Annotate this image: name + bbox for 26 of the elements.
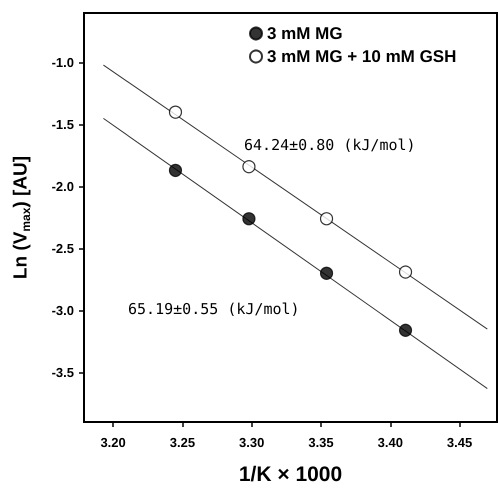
x-tick-label: 3.45 [446,435,472,450]
x-axis-title: 1/K × 1000 [238,463,342,486]
y-tick-label: -1.5 [52,117,74,132]
point [320,212,334,226]
y-tick-label: -2.5 [52,240,74,256]
annotation: 65.19±0.55 (kJ/mol) [128,300,300,318]
point [242,212,256,226]
x-tick-label: 3.40 [378,435,403,450]
x-tick-label: 3.20 [100,435,126,450]
y-tick-label: -3.5 [52,364,74,380]
x-tick-label: 3.25 [170,435,196,450]
legend-label: 3 mM MG + 10 mM GSH [267,47,456,66]
point [242,160,256,174]
y-tick-label: -1.0 [52,55,74,70]
x-tick-label: 3.30 [239,435,264,450]
legend-label: 3 mM MG [267,24,343,43]
point [398,324,412,337]
x-tick-label: 3.35 [308,435,334,450]
y-axis-title: Ln (Vmax) [AU] [10,156,33,280]
point [168,106,182,119]
point [320,266,334,280]
point [398,265,412,279]
y-tick-label: -2.0 [52,179,74,194]
annotation: 64.24±0.80 (kJ/mol) [244,136,416,154]
y-tick-label: -3.0 [52,302,74,318]
point [168,164,182,177]
